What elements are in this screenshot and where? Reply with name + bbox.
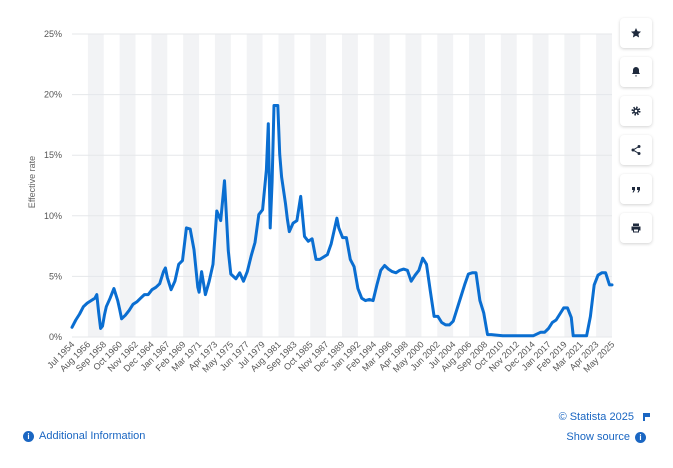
y-tick-label: 0% — [49, 332, 62, 342]
print-icon — [631, 223, 641, 233]
star-icon — [631, 28, 641, 38]
quote-icon — [632, 187, 640, 193]
y-tick-label: 20% — [44, 90, 62, 100]
show-source-text: Show source — [566, 431, 630, 443]
background-band — [437, 34, 454, 337]
info-icon: i — [635, 431, 646, 443]
y-tick-label: 10% — [44, 211, 62, 221]
y-axis-ticks: 0% 5% 10% 15% 20% 25% — [44, 29, 62, 342]
notification-button[interactable] — [620, 57, 652, 87]
show-source-link[interactable]: Show source i — [566, 431, 651, 443]
series-line — [70, 104, 614, 338]
additional-info-text: Additional Information — [39, 430, 146, 442]
additional-info-link[interactable]: i Additional Information — [18, 430, 145, 442]
favorite-button[interactable] — [620, 18, 652, 48]
background-band — [183, 34, 200, 337]
settings-button[interactable] — [620, 96, 652, 126]
y-axis-label: Effective rate — [27, 156, 37, 208]
info-icon: i — [23, 430, 34, 442]
bell-icon — [632, 67, 640, 77]
copyright-text: © Statista 2025 — [558, 411, 634, 423]
background-band — [469, 34, 485, 337]
copyright-link[interactable]: © Statista 2025 — [559, 411, 651, 423]
background-band — [278, 34, 295, 337]
background-band — [373, 34, 390, 337]
background-band — [151, 34, 168, 337]
background-band — [342, 34, 358, 337]
background-band — [405, 34, 422, 337]
background-band — [119, 34, 136, 337]
y-tick-label: 15% — [44, 150, 62, 160]
background-band — [246, 34, 263, 337]
background-band — [310, 34, 327, 337]
print-button[interactable] — [620, 213, 652, 243]
background-band — [532, 34, 549, 337]
share-icon — [631, 145, 641, 155]
y-tick-label: 5% — [49, 271, 62, 281]
flag-icon — [643, 413, 651, 421]
background-band — [564, 34, 581, 337]
background-band — [87, 34, 104, 337]
cite-button[interactable] — [620, 174, 652, 204]
background-band — [500, 34, 517, 337]
y-tick-label: 25% — [44, 29, 62, 39]
gear-icon — [631, 106, 641, 116]
background-band — [596, 34, 612, 337]
toolbar — [620, 18, 654, 252]
background-bands — [87, 34, 612, 337]
share-button[interactable] — [620, 135, 652, 165]
